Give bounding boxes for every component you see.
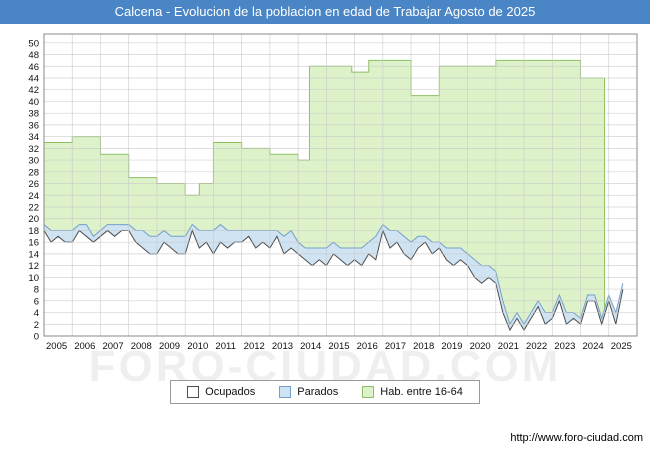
chart-svg: 0246810121416182022242628303234363840424… xyxy=(28,33,638,352)
legend: Ocupados Parados Hab. entre 16-64 xyxy=(170,380,480,404)
svg-text:42: 42 xyxy=(28,85,39,96)
svg-text:2012: 2012 xyxy=(244,341,265,352)
svg-text:2023: 2023 xyxy=(554,341,575,352)
svg-text:2020: 2020 xyxy=(470,341,491,352)
svg-text:24: 24 xyxy=(28,191,39,202)
svg-text:14: 14 xyxy=(28,249,39,260)
svg-text:8: 8 xyxy=(34,285,39,296)
footer: http://www.foro-ciudad.com xyxy=(510,432,643,444)
legend-item-parados: Parados xyxy=(279,386,338,398)
legend-label-parados: Parados xyxy=(297,386,339,398)
legend-swatch-ocupados xyxy=(187,386,200,398)
svg-text:38: 38 xyxy=(28,109,39,120)
svg-text:2013: 2013 xyxy=(272,341,293,352)
chart-area: 0 2 4 6 8 10 12 14 16 18 20 22 24 26 28 30 32 34 36 38 40 42 4… xyxy=(0,24,650,391)
legend-label-hab: Hab. entre 16-64 xyxy=(380,386,463,398)
svg-text:2007: 2007 xyxy=(102,341,123,352)
legend-item-hab: Hab. entre 16-64 xyxy=(362,386,463,398)
svg-text:34: 34 xyxy=(28,132,39,143)
svg-text:28: 28 xyxy=(28,167,39,178)
svg-text:2015: 2015 xyxy=(328,341,349,352)
chart-title: Calcena - Evolucion de la poblacion en e… xyxy=(0,0,650,24)
svg-text:18: 18 xyxy=(28,226,39,237)
svg-text:2010: 2010 xyxy=(187,341,208,352)
svg-text:36: 36 xyxy=(28,120,39,131)
svg-text:46: 46 xyxy=(28,62,39,73)
svg-text:2008: 2008 xyxy=(131,341,152,352)
svg-text:2018: 2018 xyxy=(413,341,434,352)
svg-text:2024: 2024 xyxy=(583,341,604,352)
svg-text:4: 4 xyxy=(34,308,39,319)
legend-swatch-hab xyxy=(362,386,375,398)
svg-text:48: 48 xyxy=(28,50,39,61)
svg-text:12: 12 xyxy=(28,261,39,272)
svg-text:2011: 2011 xyxy=(215,341,235,352)
footer-url[interactable]: http://www.foro-ciudad.com xyxy=(510,432,643,444)
svg-text:2022: 2022 xyxy=(526,341,547,352)
legend-item-ocupados: Ocupados xyxy=(187,386,255,398)
svg-text:2014: 2014 xyxy=(300,341,321,352)
legend-label-ocupados: Ocupados xyxy=(205,386,256,398)
svg-text:2009: 2009 xyxy=(159,341,180,352)
svg-text:30: 30 xyxy=(28,156,39,167)
svg-text:2005: 2005 xyxy=(46,341,67,352)
svg-text:2019: 2019 xyxy=(441,341,462,352)
svg-text:16: 16 xyxy=(28,238,39,249)
svg-text:10: 10 xyxy=(28,273,39,284)
svg-text:22: 22 xyxy=(28,202,39,213)
svg-text:2025: 2025 xyxy=(611,341,632,352)
svg-text:50: 50 xyxy=(28,38,39,49)
svg-text:2006: 2006 xyxy=(74,341,95,352)
svg-text:32: 32 xyxy=(28,144,39,155)
svg-text:44: 44 xyxy=(28,73,39,84)
svg-text:20: 20 xyxy=(28,214,39,225)
svg-text:2: 2 xyxy=(34,320,39,331)
legend-row: Ocupados Parados Hab. entre 16-64 xyxy=(0,380,650,404)
legend-swatch-parados xyxy=(279,386,292,398)
svg-text:0: 0 xyxy=(34,332,39,343)
svg-text:2021: 2021 xyxy=(498,341,519,352)
svg-text:26: 26 xyxy=(28,179,39,190)
svg-text:2017: 2017 xyxy=(385,341,406,352)
svg-text:6: 6 xyxy=(34,296,39,307)
svg-text:40: 40 xyxy=(28,97,39,108)
svg-text:2016: 2016 xyxy=(357,341,378,352)
